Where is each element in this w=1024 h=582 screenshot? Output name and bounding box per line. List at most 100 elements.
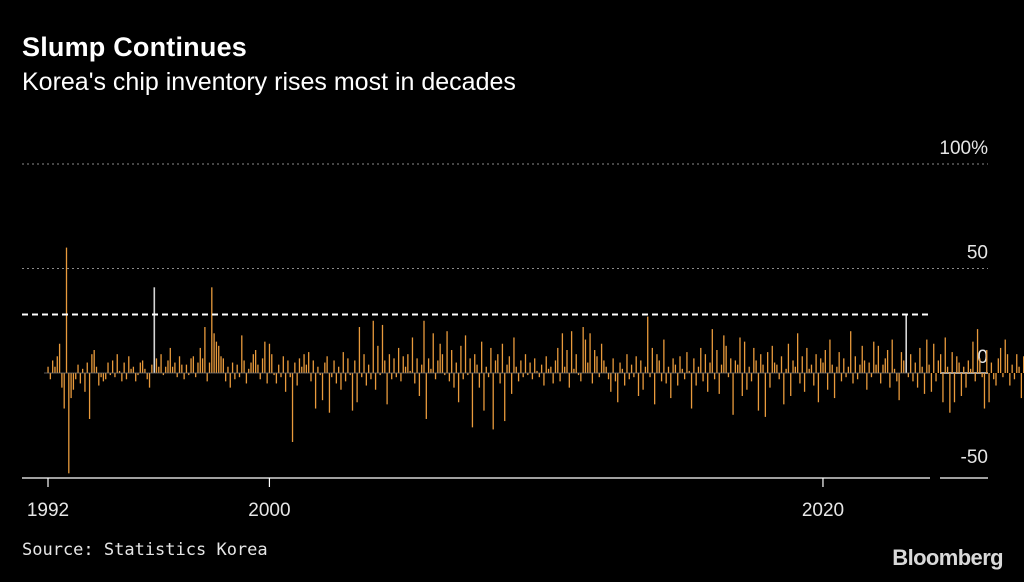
data-bar [147, 373, 148, 379]
data-bar [260, 373, 261, 379]
data-bar [386, 373, 387, 404]
data-bar [59, 344, 60, 373]
data-bar [442, 354, 443, 373]
data-bar [675, 365, 676, 373]
data-bar [806, 348, 807, 373]
data-bar [880, 373, 881, 383]
data-bar [945, 337, 946, 373]
data-bar [389, 354, 390, 373]
data-bar [419, 373, 420, 396]
data-bar [456, 363, 457, 373]
data-bar [428, 358, 429, 373]
data-bar [124, 363, 125, 373]
data-bar [276, 373, 277, 383]
data-bar [804, 373, 805, 392]
data-bar [852, 373, 853, 383]
data-bar [179, 356, 180, 373]
source-note: Source: Statistics Korea [22, 540, 268, 560]
x-axis: 1992 2000 2020 [22, 478, 930, 521]
data-bar [739, 337, 740, 373]
data-bar [186, 365, 187, 373]
data-bar [1002, 373, 1003, 377]
data-bar [776, 365, 777, 373]
data-bar [324, 363, 325, 373]
data-bar [73, 373, 74, 390]
data-bar [802, 356, 803, 373]
data-bar [993, 373, 994, 379]
data-bar [855, 356, 856, 373]
data-bar [564, 367, 565, 373]
data-bar [398, 348, 399, 373]
data-bar [126, 373, 127, 379]
data-bar [991, 363, 992, 373]
data-bar [839, 352, 840, 373]
data-bar [375, 373, 376, 390]
data-bar [601, 344, 602, 373]
data-bar [174, 363, 175, 373]
data-bar [875, 365, 876, 373]
data-bar [940, 354, 941, 373]
highlighted-bar [905, 314, 907, 373]
data-bar [306, 365, 307, 373]
data-bar [287, 360, 288, 373]
data-bar [52, 360, 53, 373]
data-bar [333, 360, 334, 373]
data-bar [75, 373, 76, 379]
data-bar [290, 373, 291, 377]
data-bar [356, 373, 357, 402]
data-bar [218, 346, 219, 373]
data-bar [661, 373, 662, 381]
data-bar [405, 367, 406, 373]
data-bar [396, 373, 397, 377]
data-bar [336, 373, 337, 383]
data-bar [647, 317, 648, 373]
data-bar [696, 373, 697, 386]
data-bar [933, 344, 934, 373]
data-bar [345, 373, 346, 381]
data-bar [117, 354, 118, 373]
data-bar [889, 373, 890, 388]
data-bar [370, 373, 371, 379]
data-bar [813, 373, 814, 386]
data-bar [961, 373, 962, 396]
data-bar [472, 373, 473, 427]
y-tick-label: -50 [961, 447, 988, 468]
data-bar [416, 358, 417, 373]
data-bar [202, 358, 203, 373]
data-bar [719, 373, 720, 394]
data-bar [749, 367, 750, 373]
data-bar [827, 373, 828, 390]
data-bar [864, 360, 865, 373]
data-bar [285, 373, 286, 392]
data-bar [1009, 373, 1010, 386]
data-bar [682, 369, 683, 373]
data-bar [954, 373, 955, 402]
data-bar [841, 373, 842, 381]
data-bars [44, 248, 1024, 474]
data-bar [239, 373, 240, 377]
data-bar [435, 373, 436, 379]
data-bar [340, 373, 341, 390]
data-bar [493, 373, 494, 429]
data-bar [894, 369, 895, 373]
data-bar [986, 350, 987, 373]
data-bar [753, 348, 754, 373]
data-bar [714, 373, 715, 379]
data-bar [237, 365, 238, 373]
data-bar [255, 350, 256, 373]
data-bar [130, 369, 131, 373]
data-bar [550, 367, 551, 373]
data-bar [892, 340, 893, 373]
data-bar [726, 346, 727, 373]
data-bar [135, 373, 136, 381]
data-bar [744, 342, 745, 373]
data-bar [762, 365, 763, 373]
bar-chart: 100%500-50 1992 2000 2020 [0, 0, 1024, 582]
data-bar [172, 367, 173, 373]
data-bar [430, 369, 431, 373]
data-bar [223, 358, 224, 373]
data-bar [112, 360, 113, 373]
data-bar [926, 340, 927, 373]
data-bar [871, 373, 872, 377]
data-bar [426, 373, 427, 419]
